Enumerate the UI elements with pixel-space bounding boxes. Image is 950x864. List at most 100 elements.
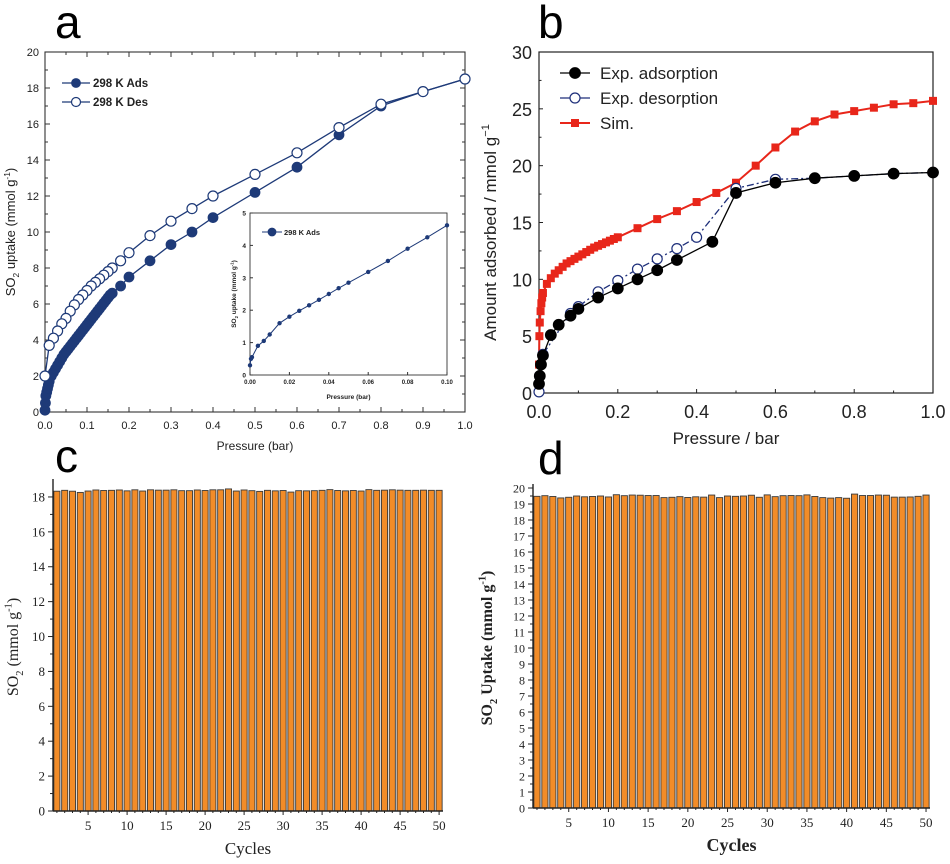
bar [858,495,867,809]
x-axis-label: Cycles [707,835,757,855]
data-point [249,168,261,180]
y-tick-label: 0 [39,804,46,819]
y-tick-label: 4 [33,335,39,347]
y-tick-label: 20 [512,157,532,177]
bar [303,490,310,812]
data-point-exp-desorption [671,243,683,255]
x-tick-label: 0.4 [205,420,220,432]
bar [890,496,898,809]
bar [819,497,827,809]
x-tick-label: 15 [642,815,655,830]
series-line-sim [538,99,934,365]
data-point-sim [909,99,918,108]
data-point-exp-adsorption [706,235,719,248]
bar [295,490,303,812]
data-point [39,370,51,382]
bar [123,490,131,812]
data-point-sim [692,198,701,207]
data-point-sim [535,318,544,327]
inset-y-tick-label: 1 [242,340,246,347]
bar [217,489,225,812]
bar [676,496,684,809]
inset-data-point [277,320,282,326]
bar [755,496,763,809]
series-line-exp-desorption [538,171,934,392]
bar [851,493,859,809]
inset-y-tick-label: 3 [242,275,246,282]
data-point-sim [732,178,740,187]
y-axis-label: SO2 (mmol g-1) [4,598,26,696]
x-tick-label: 0.4 [684,402,709,422]
x-tick-label: 1.0 [457,420,472,432]
x-tick-label: 30 [761,815,774,830]
bar [716,497,724,809]
data-point [375,98,387,110]
bar [287,491,295,812]
bar [636,494,644,809]
data-point-exp-adsorption [592,291,604,304]
x-tick-label: 5 [565,815,572,830]
x-tick-label: 25 [238,818,251,833]
inset-y-tick-label: 4 [242,243,246,250]
bar [349,490,357,812]
data-point [459,73,471,85]
data-point [114,255,127,267]
bar [668,496,676,809]
data-point-exp-adsorption [769,176,782,189]
inset-legend-label: 298 K Ads [284,228,320,237]
data-point [417,85,429,98]
y-tick-label: 20 [27,47,39,59]
bar [53,490,61,812]
inset-data-point [346,280,351,285]
bar [248,490,256,812]
y-tick-label: 10 [27,227,39,239]
data-point-sim [791,127,800,136]
y-tick-label: 11 [513,626,525,640]
x-tick-label: 0.8 [373,420,388,432]
bar [795,495,803,809]
data-point-exp-adsorption [544,329,557,341]
data-point-exp-adsorption [611,282,624,295]
y-tick-label: 15 [512,214,532,234]
data-point-exp-adsorption [671,254,683,266]
x-tick-label: 40 [840,815,853,830]
bar [779,495,787,809]
bar [396,489,404,812]
y-tick-label: 6 [39,699,46,714]
y-axis-label: SO2 Uptake (mmol g-1) [478,571,500,726]
data-point-exp-adsorption [564,309,577,322]
data-point-exp-desorption [651,253,663,265]
inset-data-point [297,308,302,314]
inset-x-tick-label: 0.00 [244,380,256,386]
bar [771,496,779,809]
bar [131,489,139,812]
bar [162,489,170,812]
y-tick-label: 16 [32,524,46,539]
y-tick-label: 9 [519,658,525,672]
bar [922,494,930,809]
y-tick-label: 10 [512,270,532,290]
chart-panel-b: 0.0 0.2 0.4 0.6 0.8 1.0 0 5 10 15 20 25 30 Pressure /… [480,43,945,448]
data-point-sim [869,103,878,112]
bar [620,495,628,809]
bar [232,490,240,812]
data-point-sim [712,188,721,197]
inset-x-axis-label: Pressure (bar) [326,394,370,401]
bar [76,491,84,812]
inset-data-point [336,285,341,291]
data-point [333,121,345,134]
data-point [43,339,55,351]
bar [342,490,349,812]
chart-panel-d: 5 10 15 20 25 30 35 40 45 50012345678910111213141… [478,482,933,856]
data-point [186,203,198,215]
bar [326,489,334,812]
bar [596,495,605,809]
bar [264,489,271,812]
bar [240,489,248,812]
panel-label-a: a [55,0,81,48]
y-tick-label: 7 [519,690,525,704]
y-axis-label: SO2 uptake (mmol g-1) [2,168,21,297]
bar [147,489,154,812]
bar [644,495,652,809]
bar [373,489,381,812]
